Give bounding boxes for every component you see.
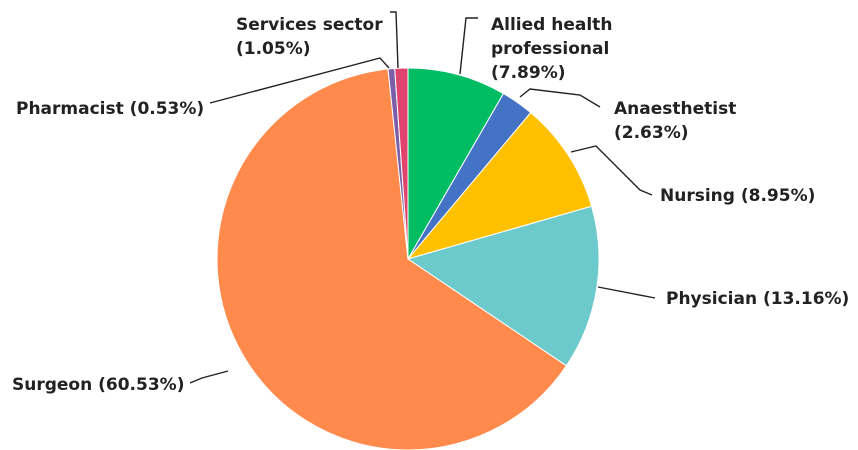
- label-line: Allied health: [491, 15, 612, 35]
- label-anaesthetist: Anaesthetist (2.63%): [614, 99, 736, 143]
- leader-line-nursing: [570, 145, 653, 196]
- leader-line-surgeon: [189, 370, 229, 384]
- leader-line-anaesthetist: [519, 88, 601, 108]
- label-line: Anaesthetist: [614, 99, 736, 119]
- slice-surgeon: [216, 68, 568, 450]
- leader-line-allied-health-professional: [459, 17, 478, 75]
- slice-labels: Allied health professional (7.89%) Anaesthe…: [12, 15, 849, 395]
- label-services-sector: Services sector (1.05%): [236, 15, 383, 59]
- label-line: Services sector: [236, 15, 383, 35]
- label-surgeon: Surgeon (60.53%): [12, 375, 184, 395]
- label-allied-health-professional: Allied health professional (7.89%): [491, 15, 612, 83]
- slice-allied-health-professional: [407, 67, 505, 261]
- slice-nursing: [406, 111, 593, 260]
- slice-physician: [406, 205, 600, 367]
- label-line: Nursing (8.95%): [660, 186, 815, 206]
- leader-line-services-sector: [390, 11, 399, 69]
- label-line: (2.63%): [614, 123, 689, 143]
- label-line: Physician (13.16%): [666, 289, 849, 309]
- leader-lines: [189, 11, 656, 384]
- label-pharmacist: Pharmacist (0.53%): [16, 99, 204, 119]
- label-line: (7.89%): [491, 63, 566, 83]
- label-line: (1.05%): [236, 39, 311, 59]
- label-physician: Physician (13.16%): [666, 289, 849, 309]
- leader-line-pharmacist: [209, 57, 390, 104]
- leader-line-physician: [597, 286, 656, 299]
- label-nursing: Nursing (8.95%): [660, 186, 815, 206]
- label-line: Surgeon (60.53%): [12, 375, 184, 395]
- label-line: Pharmacist (0.53%): [16, 99, 204, 119]
- pie-slices: [216, 67, 600, 450]
- label-line: professional: [491, 39, 609, 59]
- slice-services-sector: [394, 67, 409, 260]
